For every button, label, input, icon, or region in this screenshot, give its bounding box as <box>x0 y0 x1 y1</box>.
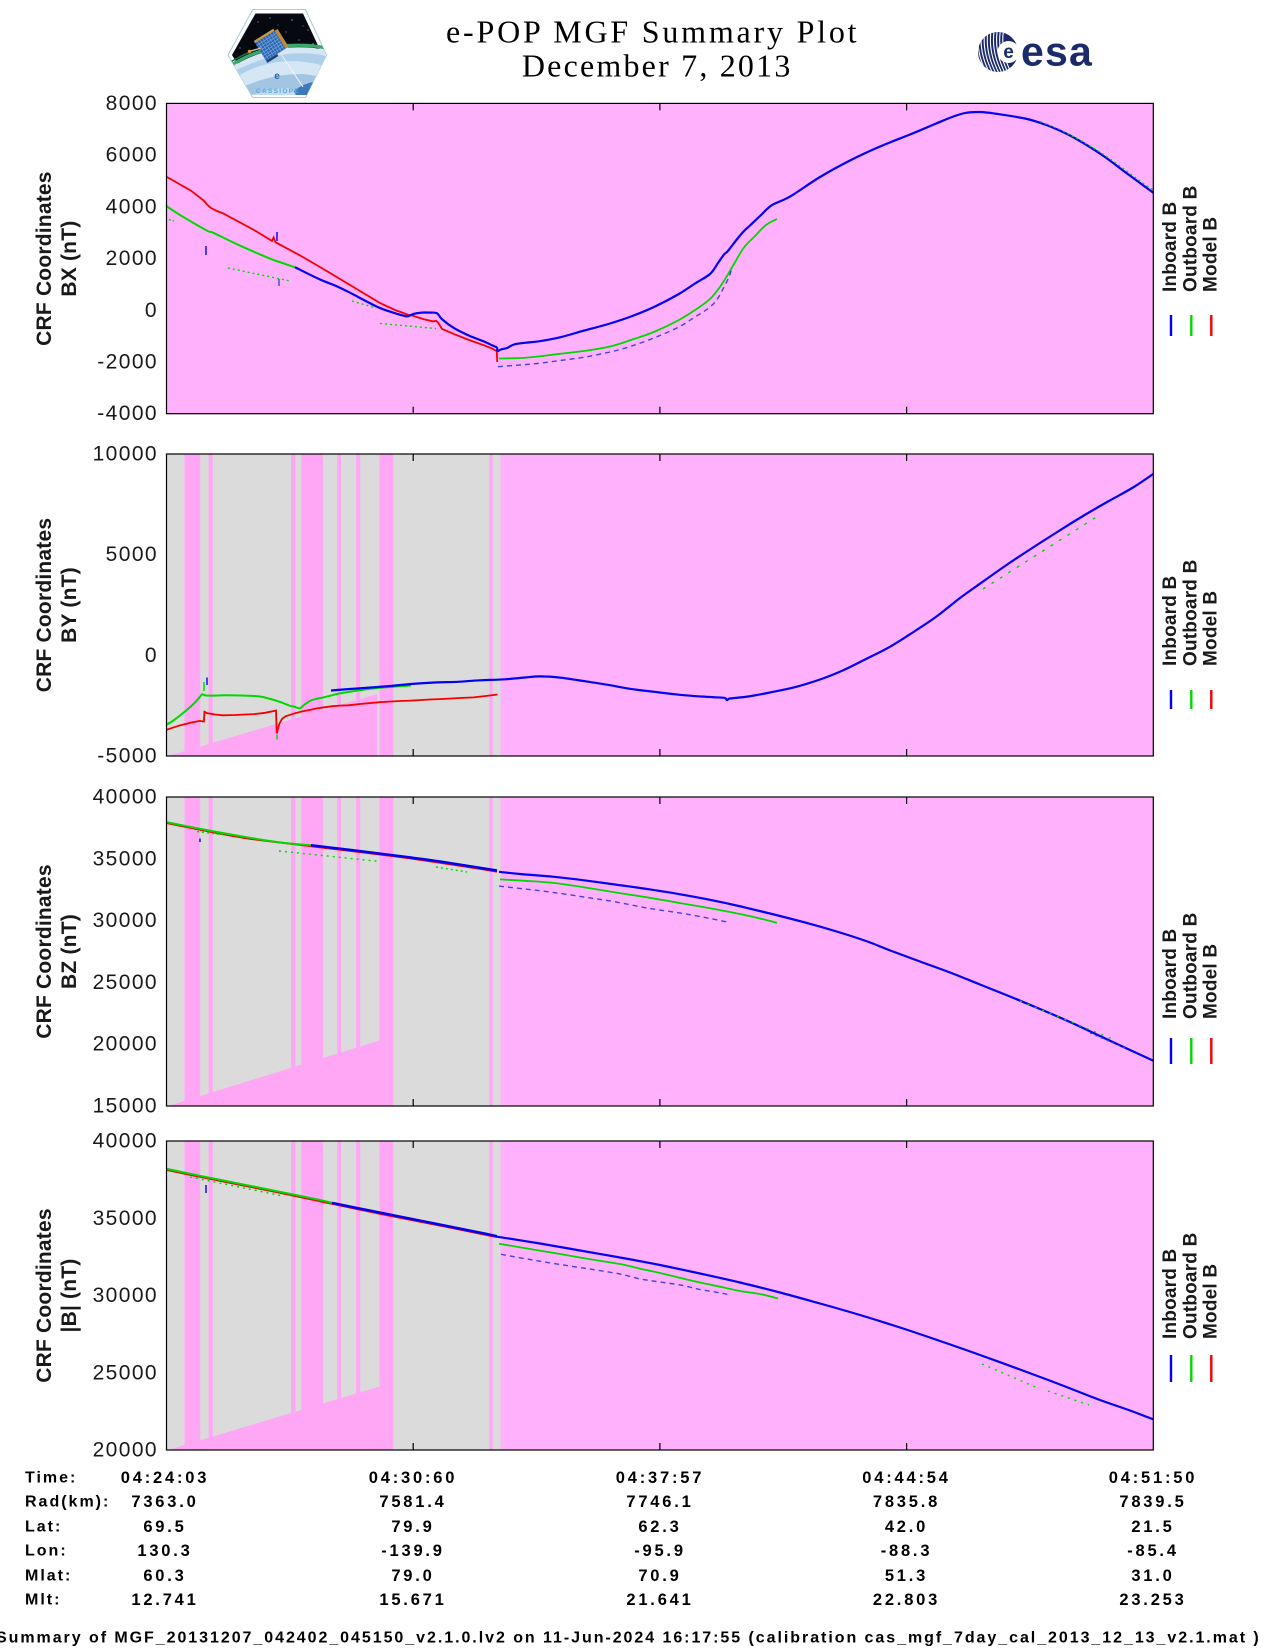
svg-text:7839.5: 7839.5 <box>1119 1493 1186 1511</box>
svg-text:Time:: Time: <box>25 1470 77 1487</box>
svg-text:40000: 40000 <box>93 1130 158 1153</box>
svg-text:-139.9: -139.9 <box>381 1542 445 1560</box>
svg-text:0: 0 <box>145 644 158 667</box>
svg-text:e-POP MGF Summary Plot: e-POP MGF Summary Plot <box>446 14 859 50</box>
svg-text:CRF Coordinates: CRF Coordinates <box>33 864 56 1039</box>
svg-text:-2000: -2000 <box>97 351 158 374</box>
svg-text:35000: 35000 <box>93 847 158 870</box>
svg-text:69.5: 69.5 <box>143 1518 186 1536</box>
svg-text:04:44:54: 04:44:54 <box>862 1469 950 1487</box>
svg-text:-4000: -4000 <box>97 402 158 425</box>
svg-text:Mlat:: Mlat: <box>25 1568 72 1585</box>
svg-text:2000: 2000 <box>106 247 158 270</box>
svg-text:15000: 15000 <box>93 1095 158 1118</box>
svg-text:8000: 8000 <box>106 92 158 115</box>
svg-text:79.0: 79.0 <box>391 1567 434 1585</box>
svg-text:CRF Coordinates: CRF Coordinates <box>33 171 56 346</box>
svg-text:CRF Coordinates: CRF Coordinates <box>33 518 56 693</box>
svg-text:December 7, 2013: December 7, 2013 <box>522 48 793 84</box>
svg-text:Outboard B: Outboard B <box>1181 1233 1202 1340</box>
svg-text:Outboard B: Outboard B <box>1181 186 1202 293</box>
svg-text:42.0: 42.0 <box>885 1518 928 1536</box>
svg-text:Model B: Model B <box>1201 1264 1222 1339</box>
svg-text:40000: 40000 <box>93 786 158 809</box>
svg-text:70.9: 70.9 <box>638 1567 681 1585</box>
svg-text:130.3: 130.3 <box>137 1542 192 1560</box>
svg-text:esa: esa <box>1021 29 1093 75</box>
svg-text:23.253: 23.253 <box>1119 1591 1186 1609</box>
svg-text:62.3: 62.3 <box>638 1518 681 1536</box>
svg-text:21.5: 21.5 <box>1131 1518 1174 1536</box>
svg-text:Inboard B: Inboard B <box>1160 1249 1181 1339</box>
svg-text:BX (nT): BX (nT) <box>58 221 81 297</box>
svg-text:Model B: Model B <box>1201 944 1222 1019</box>
svg-text:60.3: 60.3 <box>143 1567 186 1585</box>
svg-text:0: 0 <box>145 299 158 322</box>
svg-text:5000: 5000 <box>106 543 158 566</box>
svg-text:Summary of MGF_20131207_042402: Summary of MGF_20131207_042402_045150_v2… <box>0 1630 1261 1647</box>
svg-text:51.3: 51.3 <box>885 1567 928 1585</box>
svg-text:Model B: Model B <box>1201 217 1222 292</box>
svg-text:Rad(km):: Rad(km): <box>25 1494 110 1511</box>
svg-text:22.803: 22.803 <box>873 1591 940 1609</box>
svg-text:31.0: 31.0 <box>1131 1567 1174 1585</box>
svg-text:7581.4: 7581.4 <box>379 1493 446 1511</box>
svg-text:04:37:57: 04:37:57 <box>616 1469 704 1487</box>
svg-text:e: e <box>1003 42 1014 63</box>
svg-text:-5000: -5000 <box>97 745 158 768</box>
svg-text:25000: 25000 <box>93 971 158 994</box>
svg-text:12.741: 12.741 <box>131 1591 198 1609</box>
svg-text:25000: 25000 <box>93 1361 158 1384</box>
svg-text:Mlt:: Mlt: <box>25 1592 61 1609</box>
svg-text:Inboard B: Inboard B <box>1160 202 1181 292</box>
svg-text:e: e <box>274 71 280 82</box>
svg-text:Lon:: Lon: <box>25 1543 68 1560</box>
svg-text:7363.0: 7363.0 <box>131 1493 198 1511</box>
svg-text:BZ (nT): BZ (nT) <box>58 914 81 989</box>
svg-text:CASSIOPE: CASSIOPE <box>256 88 300 95</box>
svg-text:Inboard B: Inboard B <box>1160 576 1181 666</box>
svg-text:-85.4: -85.4 <box>1127 1542 1179 1560</box>
svg-text:7835.8: 7835.8 <box>873 1493 940 1511</box>
svg-text:6000: 6000 <box>106 144 158 167</box>
svg-text:-95.9: -95.9 <box>634 1542 686 1560</box>
svg-text:15.671: 15.671 <box>379 1591 446 1609</box>
svg-text:4000: 4000 <box>106 195 158 218</box>
svg-text:CRF Coordinates: CRF Coordinates <box>33 1208 56 1383</box>
svg-text:Outboard B: Outboard B <box>1181 560 1202 667</box>
svg-text:04:24:03: 04:24:03 <box>121 1469 209 1487</box>
svg-text:|B| (nT): |B| (nT) <box>58 1259 81 1333</box>
svg-text:Model B: Model B <box>1201 591 1222 666</box>
svg-text:21.641: 21.641 <box>626 1591 693 1609</box>
svg-text:BY (nT): BY (nT) <box>58 567 81 643</box>
svg-text:04:51:50: 04:51:50 <box>1109 1469 1197 1487</box>
svg-text:Outboard B: Outboard B <box>1181 913 1202 1020</box>
svg-text:Inboard B: Inboard B <box>1160 929 1181 1019</box>
svg-text:35000: 35000 <box>93 1207 158 1230</box>
svg-text:30000: 30000 <box>93 1284 158 1307</box>
svg-text:7746.1: 7746.1 <box>626 1493 693 1511</box>
svg-text:20000: 20000 <box>93 1033 158 1056</box>
svg-text:10000: 10000 <box>93 443 158 466</box>
svg-text:30000: 30000 <box>93 909 158 932</box>
svg-text:-88.3: -88.3 <box>881 1542 933 1560</box>
svg-text:79.9: 79.9 <box>391 1518 434 1536</box>
svg-text:20000: 20000 <box>93 1439 158 1462</box>
svg-text:04:30:60: 04:30:60 <box>369 1469 457 1487</box>
svg-text:Lat:: Lat: <box>25 1519 62 1536</box>
